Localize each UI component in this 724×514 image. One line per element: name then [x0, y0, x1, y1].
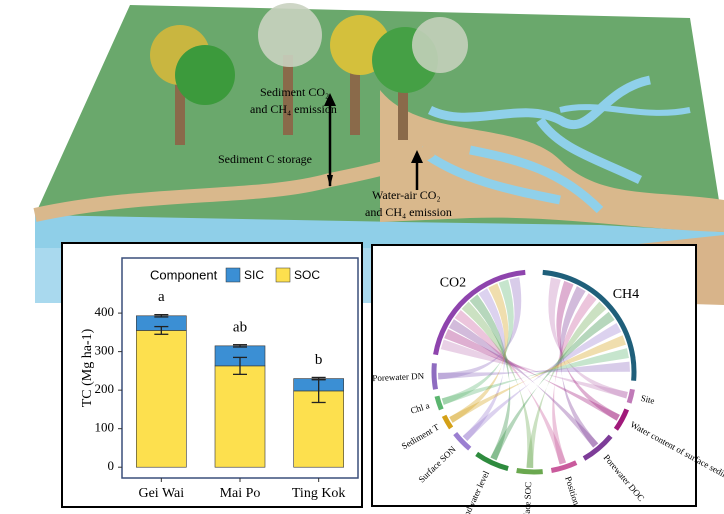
chord-arc: [433, 269, 526, 356]
illustration-label: and CH₄ emission: [250, 102, 337, 116]
illustration-label: Sediment C storage: [218, 152, 312, 166]
chord-ribbon: [440, 339, 628, 399]
chord-label: Site: [640, 393, 656, 406]
chord-arc: [582, 434, 613, 461]
x-tick-label: Gei Wai: [138, 486, 184, 501]
chord-label: Porewater DN: [372, 371, 425, 383]
chord-arc: [431, 363, 438, 390]
chord-label: Surface SOC: [521, 482, 533, 514]
illustration-label: Sediment CO₂: [260, 85, 329, 99]
bar-segment: [136, 330, 187, 468]
chord-arc: [441, 414, 454, 430]
chord-ribbon: [444, 328, 620, 421]
x-tick-label: Mai Po: [220, 486, 261, 501]
legend-swatch: [225, 267, 241, 283]
chord-ribbon: [490, 311, 615, 461]
legend-label: SOC: [294, 268, 320, 282]
chord-panel: [371, 244, 697, 507]
error-bar: [233, 356, 247, 376]
chord-ribbon: [449, 335, 627, 423]
chord-arc: [434, 395, 444, 411]
significance-letter: b: [315, 352, 323, 368]
chord-ribbon: [454, 309, 567, 465]
chord-ribbon: [462, 322, 622, 442]
bar-segment: [293, 390, 344, 468]
y-tick-label: 200: [95, 381, 115, 396]
y-tick-label: 100: [95, 420, 115, 435]
chord-ribbon: [469, 294, 511, 461]
y-tick-label: 400: [95, 304, 115, 319]
error-bar: [154, 313, 169, 318]
significance-letter: a: [158, 289, 165, 305]
chord-arc: [550, 460, 578, 473]
x-tick-label: Ting Kok: [292, 486, 346, 501]
chord-arc: [613, 408, 630, 431]
y-axis-label: TC (Mg ha-1): [80, 328, 95, 407]
bar-segment: [214, 365, 266, 468]
chord-ribbon: [438, 361, 630, 380]
y-tick-label: 0: [108, 458, 115, 473]
error-bar: [233, 344, 247, 348]
chord-ribbon: [441, 279, 514, 405]
significance-letter: ab: [233, 319, 247, 335]
chord-label: CH4: [613, 287, 639, 302]
chord-label: CO2: [440, 276, 466, 291]
chord-arc: [626, 388, 635, 404]
chord-ribbon: [556, 280, 620, 421]
chord-ribbon: [438, 277, 522, 380]
error-bar: [154, 325, 169, 335]
y-tick-label: 300: [95, 343, 115, 358]
chord-arc: [542, 269, 637, 381]
chord-arc: [516, 468, 543, 475]
chord-ribbon: [552, 293, 597, 465]
chord-ribbon: [448, 319, 599, 448]
error-bar: [311, 376, 326, 381]
chord-arc: [475, 451, 509, 472]
chord-ribbon: [441, 348, 629, 405]
chord-ribbon: [548, 277, 628, 399]
legend-swatch: [275, 267, 291, 283]
chord-arc: [453, 431, 472, 451]
illustration-label: Water-air CO₂: [372, 188, 441, 202]
legend-title: Component: [150, 267, 218, 282]
legend-label: SIC: [244, 268, 264, 282]
illustration-label: and CH₄ emission: [365, 205, 452, 219]
